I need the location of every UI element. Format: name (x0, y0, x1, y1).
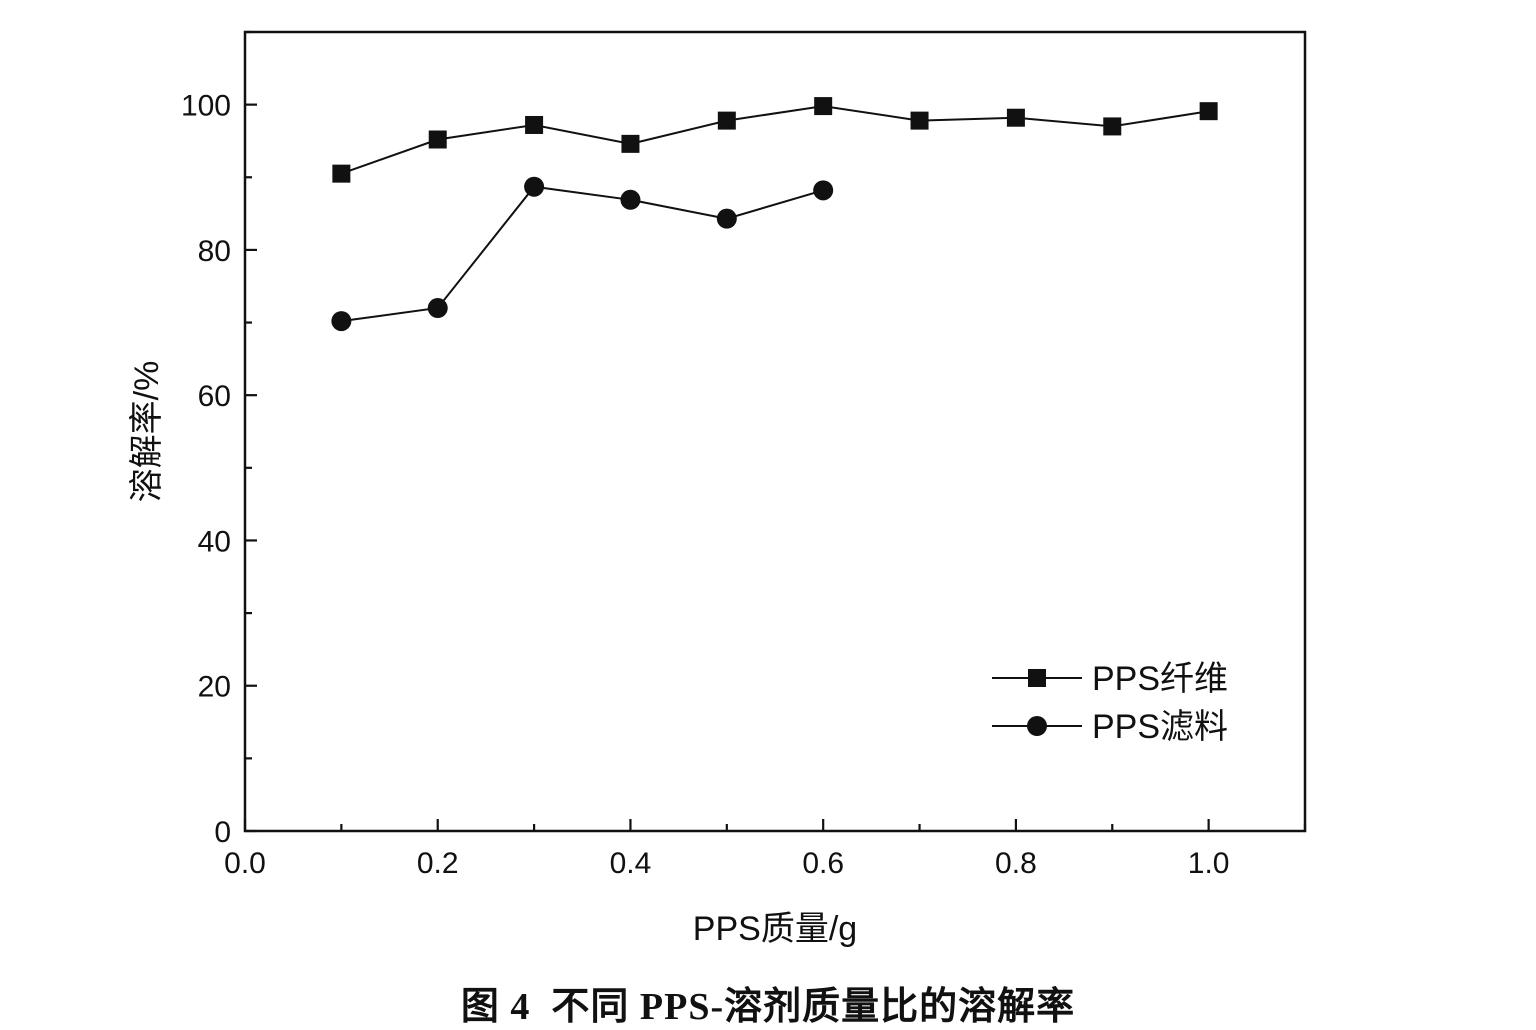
x-tick-label: 0.4 (610, 847, 652, 880)
legend-label: PPS纤维 (1092, 660, 1228, 698)
figure-number: 图 4 (460, 986, 531, 1028)
x-tick-label: 0.2 (417, 847, 459, 880)
legend-item: PPS滤料 (992, 708, 1228, 746)
x-tick-label: 0.0 (224, 847, 266, 880)
y-tick-label: 20 (198, 671, 231, 704)
data-point (525, 115, 544, 134)
plot-frame (243, 30, 1307, 833)
series-line (341, 185, 824, 323)
data-point (621, 134, 640, 153)
plot-area (243, 30, 1307, 833)
series-layer (331, 97, 1218, 332)
x-axis-title: PPS质量/g (693, 910, 857, 948)
data-point (910, 111, 929, 130)
data-point (813, 180, 834, 201)
data-point (1103, 117, 1122, 136)
series-1 (332, 97, 1218, 183)
figure-title: 不同 PPS-溶剂质量比的溶解率 (551, 986, 1076, 1028)
series-line (341, 105, 1209, 175)
data-point (620, 189, 641, 210)
chart: 0 20 40 60 80 100 0.0 0.2 0.4 0.6 0.8 1.0 PPS纤维 PPS滤… (128, 30, 1307, 948)
data-point (1199, 102, 1218, 121)
data-point (814, 97, 833, 116)
legend: PPS纤维 PPS滤料 (992, 660, 1228, 746)
x-tick-label: 0.6 (802, 847, 844, 880)
y-tick-label: 40 (198, 525, 231, 558)
legend-marker (1028, 669, 1046, 687)
data-point (428, 130, 447, 149)
y-tick-label: 60 (198, 380, 231, 413)
legend-item: PPS纤维 (992, 660, 1228, 698)
data-point (1006, 108, 1025, 127)
figure-caption: 图 4 不同 PPS-溶剂质量比的溶解率 (0, 975, 1536, 1030)
axes: 0 20 40 60 80 100 0.0 0.2 0.4 0.6 0.8 1.0 (181, 30, 1307, 880)
y-tick-label: 0 (214, 816, 231, 849)
data-point (524, 176, 545, 197)
y-axis-title: 溶解率/% (128, 361, 166, 503)
series-2 (331, 176, 834, 332)
legend-marker (1027, 716, 1047, 736)
data-point (427, 298, 448, 319)
legend-label: PPS滤料 (1092, 708, 1228, 746)
data-point (717, 111, 736, 130)
data-point (332, 164, 351, 183)
x-tick-label: 1.0 (1188, 847, 1230, 880)
y-tick-label: 80 (198, 235, 231, 268)
data-point (331, 311, 352, 332)
x-tick-label: 0.8 (995, 847, 1037, 880)
y-tick-label: 100 (181, 90, 231, 123)
data-point (716, 208, 737, 229)
